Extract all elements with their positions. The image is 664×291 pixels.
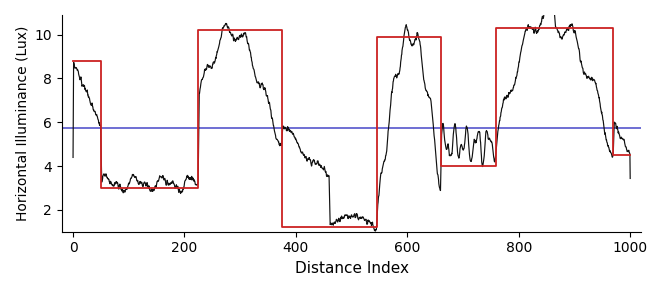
X-axis label: Distance Index: Distance Index	[295, 261, 408, 276]
Y-axis label: Horizontal Illuminance (Lux): Horizontal Illuminance (Lux)	[15, 26, 29, 221]
